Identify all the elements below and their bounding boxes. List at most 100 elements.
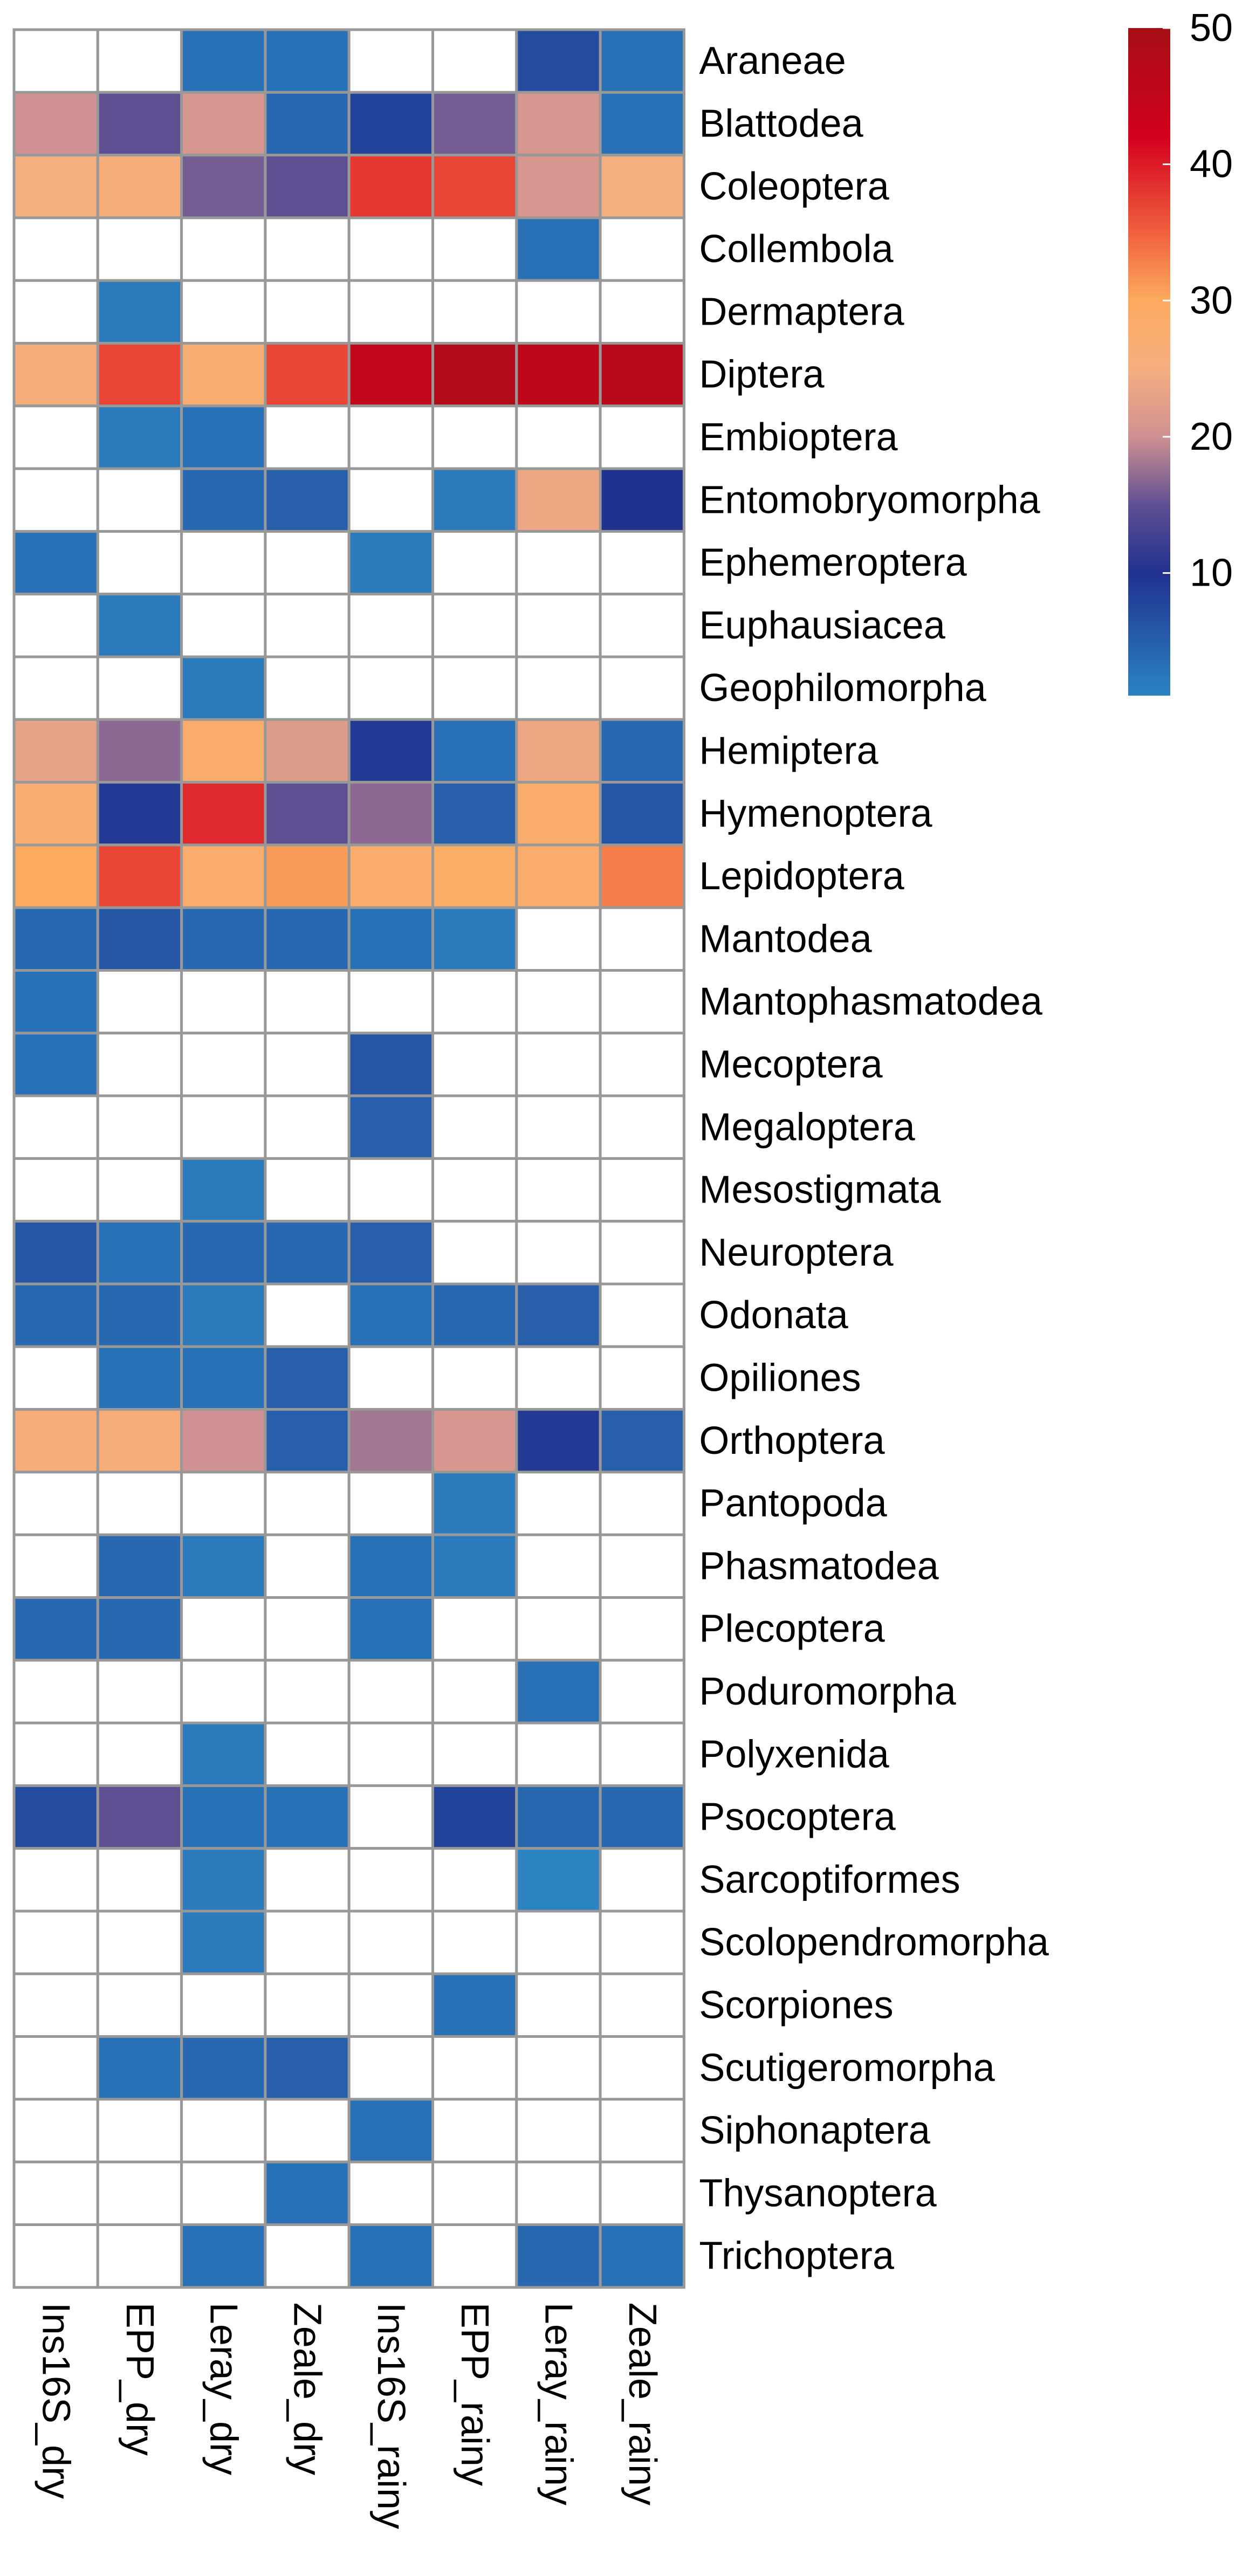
row-label: Coleoptera [699, 165, 889, 208]
heatmap-cell [264, 781, 351, 847]
heatmap-cell [599, 91, 685, 157]
heatmap-cell [96, 1847, 183, 1913]
heatmap-cell [599, 342, 685, 408]
heatmap-cell [180, 593, 267, 658]
row-label: Opiliones [699, 1356, 861, 1399]
heatmap-cell [599, 1721, 685, 1787]
heatmap-cell [180, 2223, 267, 2289]
heatmap-cell [347, 718, 435, 784]
heatmap-cell [96, 1408, 183, 1474]
heatmap-cell [180, 279, 267, 345]
heatmap-cell [180, 28, 267, 94]
heatmap-cell [180, 969, 267, 1035]
heatmap-cell [599, 279, 685, 345]
heatmap-cell [264, 28, 351, 94]
heatmap-cell [599, 1471, 685, 1536]
row-label: Collembola [699, 228, 894, 271]
row-label: Siphonaptera [699, 2109, 930, 2152]
heatmap-cell [431, 1533, 518, 1599]
heatmap-cell [264, 1408, 351, 1474]
column-label: Ins16S_dry [35, 2303, 78, 2499]
heatmap-cell [347, 2035, 435, 2101]
heatmap-cell [96, 279, 183, 345]
heatmap-cell [264, 593, 351, 658]
heatmap-cell [515, 279, 602, 345]
heatmap-cell [180, 1094, 267, 1160]
heatmap-cell [180, 1032, 267, 1097]
heatmap-cell [180, 906, 267, 972]
heatmap-cell [515, 2098, 602, 2163]
heatmap-cell [599, 154, 685, 219]
heatmap-cell [264, 91, 351, 157]
row-label: Plecoptera [699, 1608, 885, 1651]
heatmap-cell [12, 2098, 99, 2163]
heatmap-cell [515, 1471, 602, 1536]
heatmap-cell [431, 1282, 518, 1348]
heatmap-cell [347, 154, 435, 219]
heatmap-cell [515, 2223, 602, 2289]
heatmap-cell [347, 1909, 435, 1975]
heatmap-cell [431, 2160, 518, 2226]
colorbar-ticks: 10 20 30 40 50 [1163, 6, 1233, 595]
heatmap-cell [431, 154, 518, 219]
heatmap-cell [96, 1345, 183, 1411]
heatmap-cell [12, 28, 99, 94]
row-label: Sarcoptiformes [699, 1858, 960, 1901]
heatmap-cell [431, 1784, 518, 1850]
heatmap-cell [431, 718, 518, 784]
heatmap-cell [96, 655, 183, 721]
heatmap-cell [431, 1596, 518, 1662]
heatmap-cell [599, 1909, 685, 1975]
row-label: Pantopoda [699, 1482, 887, 1525]
heatmap-cell [12, 530, 99, 596]
heatmap-cell [180, 91, 267, 157]
heatmap-cell [599, 718, 685, 784]
row-label: Ephemeroptera [699, 541, 967, 585]
row-label: Mesostigmata [699, 1169, 941, 1212]
heatmap-cell [12, 1596, 99, 1662]
heatmap-cell [180, 1596, 267, 1662]
row-label: Dermaptera [699, 290, 904, 333]
heatmap-cell [180, 1408, 267, 1474]
heatmap-cell [599, 1282, 685, 1348]
heatmap-cell [264, 1847, 351, 1913]
heatmap-cell [180, 1220, 267, 1286]
heatmap-cell [431, 342, 518, 408]
heatmap-cell [12, 1909, 99, 1975]
heatmap-cell [599, 2160, 685, 2226]
heatmap-cell [96, 342, 183, 408]
heatmap-cell [264, 1721, 351, 1787]
heatmap-cell [12, 279, 99, 345]
heatmap-cell [431, 2035, 518, 2101]
heatmap-cell [347, 1094, 435, 1160]
column-label: Ins16S_rainy [369, 2303, 413, 2529]
heatmap-cell [347, 1847, 435, 1913]
heatmap-cell [599, 2223, 685, 2289]
row-label: Geophilomorpha [699, 667, 986, 710]
heatmap-cell [599, 1659, 685, 1725]
heatmap-cell [431, 1032, 518, 1097]
row-label: Odonata [699, 1294, 848, 1337]
colorbar-legend: 10 20 30 40 50 [1128, 6, 1233, 696]
heatmap-cell [96, 1282, 183, 1348]
heatmap-cell [599, 216, 685, 282]
heatmap-cell [96, 530, 183, 596]
heatmap-cell [515, 1157, 602, 1223]
heatmap-cell [96, 593, 183, 658]
heatmap-cell [180, 342, 267, 408]
heatmap-cell [515, 1784, 602, 1850]
heatmap-cell [599, 467, 685, 533]
heatmap-cell [431, 1094, 518, 1160]
heatmap-cell [12, 91, 99, 157]
heatmap-cell [599, 1596, 685, 1662]
heatmap-cell [12, 1784, 99, 1850]
heatmap-cell [431, 404, 518, 470]
heatmap-cell [599, 28, 685, 94]
row-label: Thysanoptera [699, 2172, 937, 2215]
colorbar-tick-label: 40 [1190, 143, 1233, 186]
heatmap-cell [515, 1909, 602, 1975]
heatmap-cell [347, 28, 435, 94]
row-label: Hymenoptera [699, 792, 932, 835]
heatmap-cell [599, 593, 685, 658]
heatmap-cell [515, 1659, 602, 1725]
